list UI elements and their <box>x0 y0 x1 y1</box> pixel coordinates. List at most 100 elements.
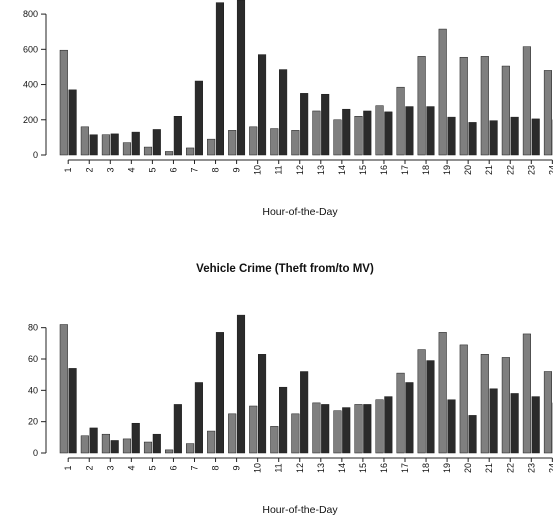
x-tick-label: 9 <box>232 167 242 172</box>
x-tick-label: 24 <box>547 165 553 175</box>
bar-series-1-hour-2 <box>80 126 89 156</box>
bar-series-1-hour-11 <box>270 426 279 454</box>
x-tick-label: 18 <box>421 463 431 473</box>
bar-series-1-hour-14 <box>333 119 342 156</box>
x-tick-label: 3 <box>105 167 115 172</box>
bar-series-2-hour-7 <box>194 80 203 156</box>
bar-series-2-hour-6 <box>173 404 182 454</box>
y-tick-label: 400 <box>23 80 38 90</box>
bar-series-1-hour-1 <box>59 49 68 156</box>
bar-series-2-hour-1 <box>68 89 77 156</box>
x-tick-label: 22 <box>505 463 515 473</box>
x-tick-label: 24 <box>547 463 553 473</box>
bar-series-2-hour-18 <box>426 106 435 156</box>
bar-series-2-hour-8 <box>215 2 224 156</box>
bar-series-1-hour-15 <box>354 116 363 156</box>
x-tick-label: 17 <box>400 463 410 473</box>
bar-series-1-hour-16 <box>375 399 384 454</box>
x-tick-label: 2 <box>84 167 94 172</box>
bar-series-1-hour-20 <box>459 56 468 156</box>
x-tick-label: 4 <box>126 167 136 172</box>
chart-panel-vehicle-crime: Vehicle Crime (Theft from/to MV) 0204060… <box>28 263 553 516</box>
bar-series-2-hour-2 <box>89 134 98 156</box>
bar-series-2-hour-5 <box>152 129 161 156</box>
bar-series-2-hour-12 <box>300 371 309 454</box>
bar-group <box>59 314 553 454</box>
y-tick-label: 0 <box>33 448 38 458</box>
bar-series-2-hour-15 <box>363 404 372 454</box>
bar-series-1-hour-14 <box>333 410 342 454</box>
bar-series-2-hour-23 <box>531 396 540 454</box>
x-tick-label: 19 <box>442 165 452 175</box>
bar-series-1-hour-21 <box>480 56 489 156</box>
bar-series-2-hour-11 <box>279 69 288 156</box>
x-tick-label: 5 <box>147 465 157 470</box>
x-tick-label: 7 <box>190 465 200 470</box>
bar-series-2-hour-14 <box>342 108 351 156</box>
x-tick-label: 10 <box>253 463 263 473</box>
bar-series-1-hour-12 <box>291 413 300 454</box>
x-tick-label: 23 <box>526 463 536 473</box>
bar-series-2-hour-23 <box>531 118 540 156</box>
bar-series-2-hour-22 <box>510 393 519 454</box>
bar-series-2-hour-10 <box>258 54 267 156</box>
y-axis: 0 20 40 60 80 <box>28 323 47 458</box>
bar-series-1-hour-1 <box>59 324 68 454</box>
bar-series-1-hour-20 <box>459 344 468 454</box>
x-axis-title: Hour-of-the-Day <box>262 504 338 516</box>
bar-series-1-hour-23 <box>522 333 531 454</box>
x-tick-label: 17 <box>400 165 410 175</box>
bar-series-2-hour-22 <box>510 116 519 156</box>
bar-series-1-hour-15 <box>354 404 363 454</box>
bar-series-2-hour-10 <box>258 354 267 454</box>
x-tick-label: 6 <box>168 465 178 470</box>
bar-series-2-hour-3 <box>110 133 119 156</box>
bar-series-2-hour-16 <box>384 111 393 156</box>
bar-series-2-hour-14 <box>342 407 351 454</box>
bar-series-2-hour-13 <box>321 93 330 156</box>
bar-series-2-hour-5 <box>152 433 161 454</box>
bar-series-2-hour-20 <box>468 122 477 156</box>
y-tick-label: 0 <box>33 150 38 160</box>
bar-series-2-hour-6 <box>173 116 182 156</box>
bar-series-2-hour-19 <box>447 399 456 454</box>
bar-series-1-hour-24 <box>543 70 553 156</box>
bar-series-2-hour-4 <box>131 422 140 454</box>
x-tick-label: 11 <box>274 463 284 472</box>
bar-series-1-hour-21 <box>480 354 489 454</box>
x-tick-label: 18 <box>421 165 431 175</box>
bar-series-1-hour-19 <box>438 28 447 156</box>
x-tick-label: 21 <box>484 463 494 473</box>
bar-series-2-hour-21 <box>489 120 498 156</box>
x-axis: 1 2 3 4 5 6 7 8 9 10 11 12 13 14 15 16 17 18 19 20 21 22 23 24 <box>63 457 553 473</box>
x-tick-label: 20 <box>463 165 473 175</box>
x-tick-label: 16 <box>379 165 389 175</box>
x-tick-label: 12 <box>295 463 305 473</box>
bar-series-1-hour-19 <box>438 332 447 454</box>
bar-series-1-hour-11 <box>270 128 279 156</box>
bar-series-1-hour-24 <box>543 371 553 454</box>
x-tick-label: 1 <box>63 167 73 172</box>
bar-series-2-hour-18 <box>426 360 435 454</box>
x-tick-label: 6 <box>168 167 178 172</box>
y-tick-label: 600 <box>23 44 38 54</box>
y-tick-label: 60 <box>28 354 38 364</box>
bar-series-1-hour-18 <box>417 349 426 454</box>
y-tick-label: 80 <box>28 323 38 333</box>
bar-series-1-hour-17 <box>396 86 405 156</box>
x-tick-label: 13 <box>316 463 326 473</box>
bar-series-2-hour-8 <box>215 332 224 454</box>
x-tick-label: 3 <box>105 465 115 470</box>
x-tick-label: 14 <box>337 463 347 473</box>
bar-series-1-hour-7 <box>186 147 195 156</box>
x-tick-label: 21 <box>484 165 494 175</box>
x-tick-label: 4 <box>126 465 136 470</box>
bar-series-1-hour-10 <box>249 126 258 156</box>
x-tick-label: 7 <box>190 167 200 172</box>
x-axis-title: Hour-of-the-Day <box>262 206 338 218</box>
bar-series-2-hour-7 <box>194 382 203 454</box>
bar-series-2-hour-4 <box>131 131 140 156</box>
bar-series-1-hour-18 <box>417 56 426 156</box>
bar-series-2-hour-3 <box>110 440 119 454</box>
